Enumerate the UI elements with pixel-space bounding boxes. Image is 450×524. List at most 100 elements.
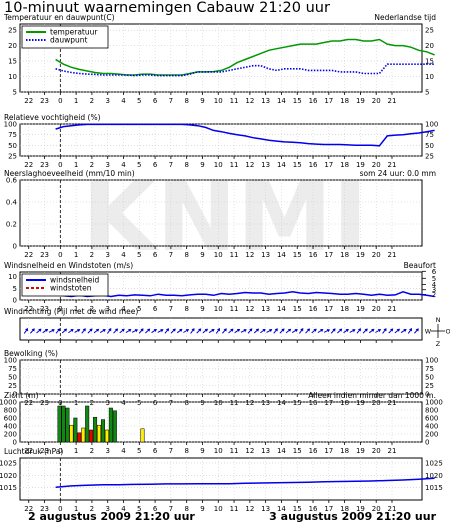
panel-8-frame (19, 457, 423, 501)
panel-5-wind-arrow (215, 328, 221, 334)
wind-arrow-head (230, 328, 234, 332)
panel-2-xtick-label: 7 (169, 161, 173, 169)
panel-1-xtick-label: 15 (293, 97, 302, 105)
panel-1-xtick-label: 23 (40, 97, 49, 105)
wind-arrow-head (332, 328, 336, 332)
wind-arrow-head (211, 329, 215, 333)
panel-1-xtick-label: 12 (245, 97, 254, 105)
panel-5-wind-arrow (382, 328, 387, 334)
panel-2-frame (19, 123, 423, 157)
panel-4-xtick-label: 10 (214, 305, 223, 313)
panel-5-wind-arrow (145, 328, 151, 334)
panel-5-wind-arrow (356, 328, 362, 334)
footer-end-date: 3 augustus 2009 21:20 uur (269, 510, 436, 523)
panel-8-xtick-label: 8 (184, 505, 188, 513)
panel-2-series-line (55, 123, 435, 147)
panel-7-visibility-bar (73, 417, 78, 443)
panel-7-xtick-label: 3 (105, 447, 109, 455)
wind-arrow-head (179, 328, 183, 332)
panel-1-xtick-label: 6 (153, 97, 158, 105)
panel-7-visibility-bar (57, 405, 62, 443)
panel-2-title: Relatieve vochtigheid (%) (4, 113, 101, 122)
panel-4-xtick-label: 9 (200, 305, 204, 313)
panel-2-xtick-label: 1 (74, 161, 78, 169)
panel-6-ytick-label-right: 25 (425, 382, 434, 390)
panel-4-ytick-label: 0 (13, 297, 17, 305)
panel-1-xtick-label: 16 (309, 97, 318, 105)
wind-arrow-head (82, 328, 86, 332)
panel-8-xtick-label: 5 (137, 505, 141, 513)
panel-1-xtick-label: 5 (137, 97, 141, 105)
panel-8-xtick-label: 19 (356, 505, 365, 513)
panel-2-ytick-label: 25 (8, 153, 17, 161)
panel-8-xtick-label: 4 (121, 505, 126, 513)
panel-3-xtick-label: 6 (153, 251, 158, 259)
panel-4-xtick-label: 2 (90, 305, 94, 313)
wind-arrow-head (249, 328, 253, 332)
panel-8-xtick-label: 22 (24, 505, 33, 513)
panel-4-right-title: Beaufort (404, 261, 436, 270)
panel-3-ytick-label: 0 (13, 243, 17, 251)
wind-arrow-head (320, 329, 324, 333)
wind-arrow-head (352, 329, 356, 333)
wind-arrow-head (160, 329, 164, 333)
panel-8-xtick-label: 1 (74, 505, 78, 513)
panel-1-ytick-label-right: 25 (425, 27, 434, 35)
panel-4-ytick-label: 5 (13, 285, 17, 293)
wind-arrow-head (281, 328, 285, 332)
wind-arrow-head (274, 328, 278, 332)
panel-7-visibility-bar (85, 405, 90, 443)
panel-8-ytick-label: 1020 (0, 472, 17, 480)
panel-5-wind-arrow (273, 328, 278, 334)
panel-6-ytick-label-right: 50 (425, 374, 434, 382)
panel-2-xtick-label: 10 (214, 161, 223, 169)
panel-1-legend-label: temperatuur (50, 28, 98, 37)
panel-4-xtick-label: 23 (40, 305, 49, 313)
wind-arrow-head (216, 328, 221, 332)
panel-7-ytick-label: 600 (4, 415, 17, 423)
panel-4-beaufort-label: 3 (432, 286, 436, 294)
panel-5-wind-arrow (176, 328, 183, 334)
panel-3-xtick-label: 8 (184, 251, 188, 259)
panel-6-xtick-label: 14 (277, 399, 286, 407)
panel-5-wind-arrow (407, 328, 413, 334)
panel-7-ytick-label: 1000 (0, 399, 17, 407)
wind-arrow-head (198, 328, 202, 332)
panel-1-xtick-label: 21 (388, 97, 397, 105)
panel-7-visibility-bar (140, 428, 145, 443)
panel-4-ytick-label: 10 (8, 273, 17, 281)
compass-w-label: W (425, 328, 432, 336)
panel-5-wind-arrow (285, 328, 292, 334)
panel-7-ytick-label: 800 (4, 407, 17, 415)
panel-2-xtick-label: 2 (90, 161, 94, 169)
panel-3-xtick-label: 5 (137, 251, 141, 259)
panel-3-xtick-label: 3 (105, 251, 109, 259)
panel-5-wind-arrow (362, 328, 368, 334)
panel-1-xtick-label: 11 (230, 97, 239, 105)
panel-5-wind-arrow (196, 328, 202, 334)
panel-4-xtick-label: 19 (356, 305, 365, 313)
panel-2-xtick-label: 16 (309, 161, 318, 169)
wind-arrow-head (408, 328, 413, 332)
panel-8-xtick-label: 18 (340, 505, 349, 513)
panel-3-right-title: som 24 uur: 0.0 mm (360, 169, 436, 178)
panel-3-xtick-label: 2 (90, 251, 94, 259)
panel-1-xtick-label: 20 (372, 97, 381, 105)
panel-5-title: Windrichting (Pijl met de wind mee) (4, 307, 138, 316)
panel-3-xtick-label: 15 (293, 251, 302, 259)
panel-4-beaufort-label: 4 (432, 281, 437, 289)
panel-5-wind-arrow (368, 328, 375, 334)
panel-2-ytick-label: 75 (8, 131, 17, 139)
panel-8-title: Luchtdruk (hPa) (4, 447, 63, 456)
wind-arrow-head (236, 329, 241, 333)
panel-3-ytick-label: 0.6 (6, 177, 18, 185)
panel-1-xtick-label: 1 (74, 97, 78, 105)
panel-7-visibility-bar (89, 429, 94, 443)
panel-5-wind-arrow (30, 328, 35, 334)
wind-arrow-head (134, 329, 138, 333)
panel-4-xtick-label: 15 (293, 305, 302, 313)
wind-arrow-head (262, 328, 266, 332)
panel-5-wind-arrow (183, 329, 190, 333)
panel-8-xtick-label: 23 (40, 505, 49, 513)
panel-5-wind-arrow (202, 328, 208, 334)
